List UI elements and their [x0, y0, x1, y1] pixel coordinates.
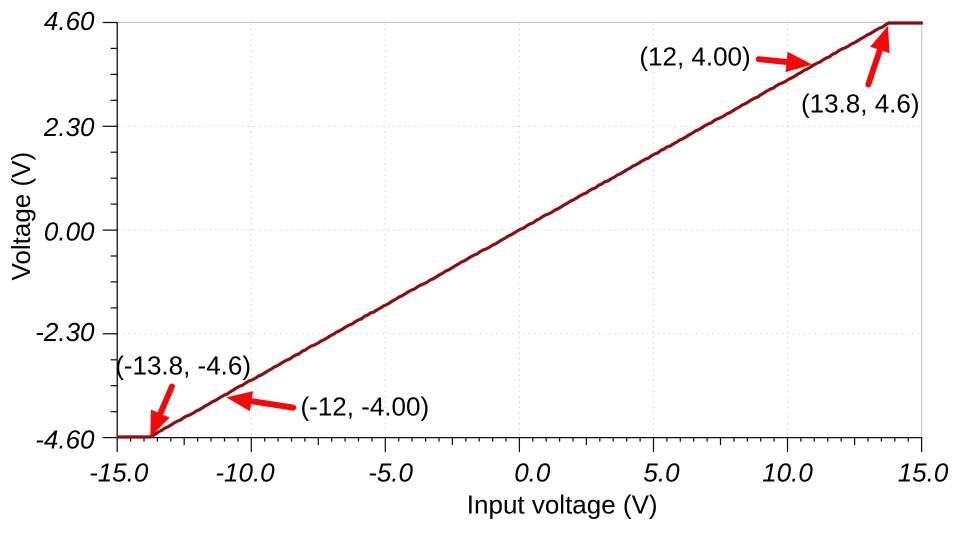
- svg-text:10.0: 10.0: [762, 457, 813, 487]
- svg-text:(13.8, 4.6): (13.8, 4.6): [801, 88, 920, 118]
- svg-text:-4.60: -4.60: [35, 425, 95, 455]
- svg-text:-15.0: -15.0: [89, 457, 149, 487]
- svg-text:-5.0: -5.0: [368, 457, 413, 487]
- svg-text:Voltage (V): Voltage (V): [6, 152, 36, 281]
- svg-text:(12, 4.00): (12, 4.00): [639, 42, 750, 72]
- svg-text:-2.30: -2.30: [35, 317, 95, 347]
- svg-text:4.60: 4.60: [44, 6, 95, 36]
- svg-text:5.0: 5.0: [643, 457, 680, 487]
- svg-text:(-13.8, -4.6): (-13.8, -4.6): [115, 350, 251, 380]
- svg-text:15.0: 15.0: [898, 457, 949, 487]
- svg-text:0.0: 0.0: [514, 457, 551, 487]
- svg-text:-10.0: -10.0: [215, 457, 275, 487]
- svg-text:(-12, -4.00): (-12, -4.00): [301, 392, 430, 422]
- svg-text:2.30: 2.30: [43, 112, 95, 142]
- svg-text:0.00: 0.00: [44, 217, 95, 247]
- svg-text:Input voltage (V): Input voltage (V): [467, 489, 658, 519]
